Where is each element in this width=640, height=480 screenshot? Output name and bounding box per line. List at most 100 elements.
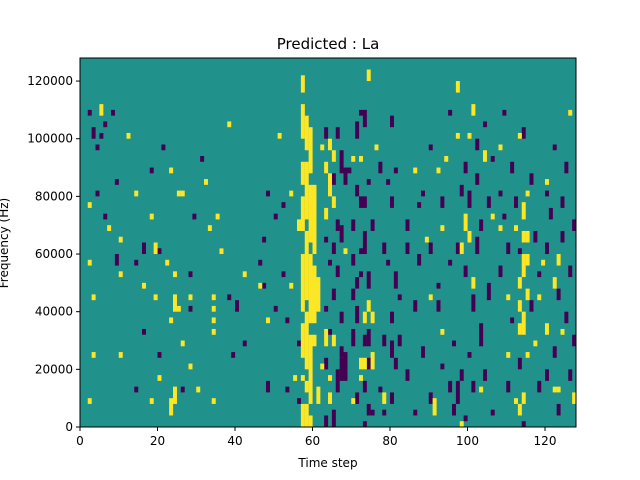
heatmap-cell-low bbox=[324, 127, 329, 139]
heatmap-cell-high bbox=[328, 138, 332, 151]
heatmap-cell-high bbox=[521, 392, 526, 404]
heatmap-cell-low bbox=[529, 173, 534, 185]
heatmap-cell-high bbox=[331, 334, 336, 347]
heatmap-cell-high bbox=[552, 386, 557, 393]
heatmap-cell-low bbox=[572, 219, 577, 231]
heatmap-cell-low bbox=[339, 346, 344, 358]
heatmap-cell-low bbox=[514, 196, 518, 208]
heatmap-cell-high bbox=[242, 271, 247, 278]
heatmap-cell-low bbox=[343, 167, 348, 185]
x-tick-label: 100 bbox=[456, 434, 479, 448]
y-tick-label: 80000 bbox=[35, 189, 73, 203]
heatmap-cell-low bbox=[359, 248, 363, 255]
heatmap-cell-low bbox=[529, 300, 534, 312]
heatmap-cell-low bbox=[548, 207, 553, 220]
heatmap-cell-high bbox=[227, 121, 232, 128]
heatmap-cell-low bbox=[262, 236, 267, 243]
heatmap-cell-high bbox=[173, 271, 177, 278]
heatmap-cell-high bbox=[320, 363, 325, 370]
heatmap-cell-high bbox=[331, 196, 336, 208]
heatmap-cell-high bbox=[207, 225, 212, 231]
heatmap-cell-high bbox=[157, 375, 162, 381]
x-tick-label: 0 bbox=[76, 434, 84, 448]
heatmap-cell-high bbox=[525, 254, 530, 266]
heatmap-cell-low bbox=[355, 305, 360, 324]
heatmap-cell-high bbox=[471, 277, 476, 289]
heatmap-cell-high bbox=[134, 190, 139, 197]
x-tick-label: 60 bbox=[305, 434, 320, 448]
heatmap-cell-high bbox=[169, 398, 174, 416]
heatmap-cell-low bbox=[266, 380, 270, 393]
heatmap-cell-low bbox=[351, 328, 356, 347]
heatmap-cell-low bbox=[564, 311, 569, 324]
heatmap-cell-high bbox=[99, 104, 104, 116]
y-axis-label: Frequency (Hz) bbox=[0, 198, 11, 289]
heatmap-cell-high bbox=[324, 328, 329, 347]
heatmap-cell-high bbox=[483, 150, 487, 162]
heatmap-cell-low bbox=[339, 225, 344, 243]
chart-title: Predicted : La bbox=[277, 35, 380, 53]
heatmap-cell-low bbox=[568, 369, 573, 381]
heatmap-cell-low bbox=[235, 300, 239, 312]
y-axis: 0 20000 40000 60000 80000 100000 120000 bbox=[27, 74, 80, 434]
heatmap-cell-low bbox=[490, 156, 495, 162]
heatmap-cell-low bbox=[324, 236, 329, 243]
heatmap-cell-low bbox=[545, 190, 549, 197]
heatmap-cell-high bbox=[521, 230, 526, 243]
heatmap-cell-high bbox=[525, 230, 530, 243]
heatmap-cell-low bbox=[568, 265, 573, 278]
heatmap-cell-high bbox=[490, 213, 495, 220]
heatmap-cell-low bbox=[114, 254, 119, 266]
heatmap-cell-low bbox=[428, 242, 433, 255]
heatmap-cell-high bbox=[91, 352, 96, 358]
heatmap-cell-low bbox=[99, 132, 104, 139]
heatmap-cell-high bbox=[211, 294, 216, 301]
heatmap-cell-low bbox=[103, 121, 108, 128]
heatmap-cell-low bbox=[149, 167, 154, 174]
heatmap-cell-low bbox=[285, 317, 290, 324]
heatmap-cell-low bbox=[382, 334, 387, 347]
heatmap-cell-low bbox=[386, 259, 391, 266]
heatmap-cell-low bbox=[343, 352, 348, 381]
heatmap-cell-low bbox=[366, 271, 371, 289]
heatmap-cell-low bbox=[521, 127, 526, 139]
heatmap-cell-high bbox=[560, 328, 565, 335]
heatmap-cell-high bbox=[308, 415, 313, 427]
heatmap-cell-low bbox=[297, 340, 301, 347]
heatmap-cell-high bbox=[153, 242, 158, 255]
heatmap-cell-high bbox=[304, 230, 309, 301]
heatmap-cell-high bbox=[351, 398, 356, 404]
heatmap-cell-high bbox=[180, 190, 185, 197]
heatmap-cell-low bbox=[324, 305, 329, 312]
heatmap-cell-high bbox=[107, 225, 112, 231]
heatmap-cell-low bbox=[355, 121, 360, 139]
heatmap-cell-high bbox=[87, 202, 92, 208]
heatmap-cell-low bbox=[440, 363, 445, 370]
plot-area bbox=[79, 57, 577, 428]
heatmap-cell-high bbox=[359, 156, 363, 162]
heatmap-cell-low bbox=[200, 156, 205, 162]
heatmap-cell-high bbox=[424, 236, 429, 243]
heatmap-cell-high bbox=[118, 271, 123, 278]
y-tick-label: 100000 bbox=[27, 132, 73, 146]
heatmap-cell-low bbox=[91, 127, 96, 139]
heatmap-cell-high bbox=[359, 357, 363, 370]
heatmap-cell-low bbox=[157, 248, 162, 255]
heatmap-cell-low bbox=[390, 115, 394, 128]
heatmap-cell-high bbox=[300, 403, 305, 427]
heatmap-cell-low bbox=[370, 219, 375, 231]
heatmap-cell-high bbox=[91, 294, 96, 301]
heatmap-cell-low bbox=[510, 317, 515, 324]
heatmap-cell-low bbox=[471, 380, 476, 393]
heatmap-cell-low bbox=[421, 346, 425, 358]
heatmap-cell-high bbox=[324, 161, 329, 174]
heatmap-cell-low bbox=[502, 109, 507, 116]
heatmap-cell-high bbox=[440, 225, 445, 231]
heatmap-cell-high bbox=[165, 259, 170, 266]
heatmap-cell-high bbox=[366, 300, 371, 312]
x-tick-label: 80 bbox=[382, 434, 397, 448]
heatmap-cell-low bbox=[351, 254, 356, 266]
heatmap-cell-low bbox=[114, 179, 119, 185]
heatmap-cell-low bbox=[452, 403, 456, 416]
heatmap-cell-low bbox=[521, 421, 526, 427]
